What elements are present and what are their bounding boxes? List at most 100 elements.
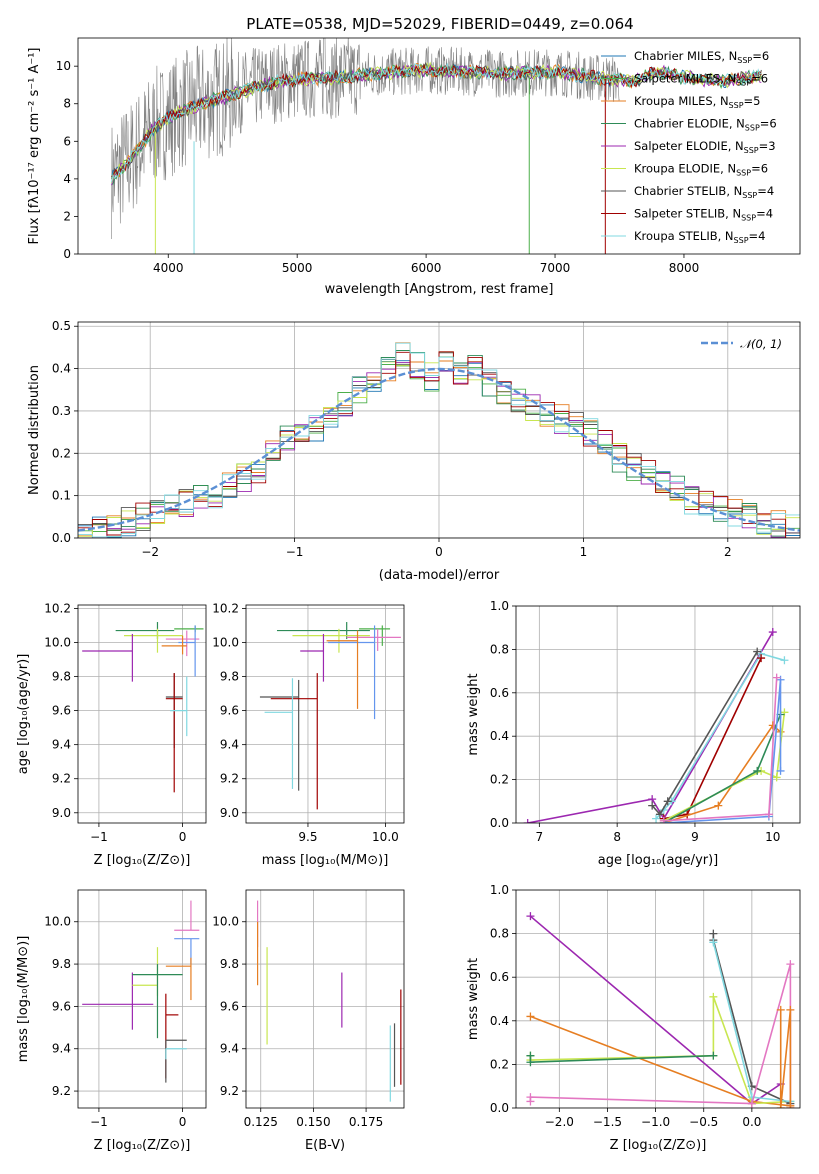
axes-frame — [77, 37, 801, 255]
x-tick-label: 0 — [179, 1115, 187, 1129]
y-tick-label: 9.8 — [220, 957, 239, 971]
legend-subscript: SSP — [744, 146, 759, 155]
axes-frame — [245, 604, 405, 824]
legend-subscript: SSP — [737, 56, 752, 65]
x-axis-label: (data-model)/error — [379, 568, 500, 583]
plot-area — [516, 890, 800, 1108]
weight-marker — [523, 819, 532, 823]
y-tick-label: 6 — [63, 134, 71, 148]
y-axis-label: age [log₁₀(age/yr)] — [16, 654, 31, 775]
legend-entry: Kroupa STELIB, NSSP=4 — [634, 229, 765, 245]
y-tick-label: 9.2 — [220, 772, 239, 786]
y-tick-label: 0.3 — [52, 404, 71, 418]
weight-marker — [776, 766, 785, 775]
weight-line — [663, 679, 782, 823]
y-tick-label: 9.8 — [220, 670, 239, 684]
y-tick-label: 10.0 — [44, 635, 71, 649]
legend-tail: =4 — [757, 184, 774, 198]
error-point — [346, 628, 401, 651]
legend-text: Chabrier MILES, N — [634, 49, 737, 63]
axes-frame — [515, 605, 801, 824]
y-tick-label: 0.0 — [52, 531, 71, 545]
x-tick-label: −2.0 — [545, 1115, 574, 1129]
weight-marker — [753, 647, 762, 656]
x-axis-label: E(B-V) — [305, 1138, 345, 1153]
y-tick-label: 8 — [63, 97, 71, 111]
legend-tail: =5 — [744, 94, 761, 108]
y-tick-label: 0.1 — [52, 489, 71, 503]
x-axis-label: Z [log₁₀(Z/Z⊙)] — [94, 853, 191, 868]
weight-marker — [757, 654, 766, 663]
x-axis-label: mass [log₁₀(M/M⊙)] — [262, 853, 389, 868]
y-tick-label: 10.0 — [212, 915, 239, 929]
weight-marker — [659, 816, 668, 823]
y-axis-label: mass [log₁₀(M/M⊙)] — [16, 936, 31, 1063]
normal-curve — [78, 367, 800, 532]
y-tick-label: 0.2 — [490, 1057, 509, 1071]
weight-marker — [526, 912, 535, 921]
legend-text: Kroupa ELODIE, N — [634, 162, 736, 176]
error-point — [178, 625, 196, 677]
y-axis-label: Normed distribution — [27, 365, 42, 495]
weight-marker — [652, 814, 661, 823]
plot-area — [111, 38, 762, 254]
legend-tail: =6 — [760, 117, 777, 131]
error-point — [326, 630, 359, 709]
y-tick-label: 1.0 — [490, 883, 509, 897]
weight-marker — [526, 1012, 535, 1021]
observed-spectrum — [111, 38, 620, 240]
weight-marker — [655, 810, 664, 819]
legend-text: Kroupa MILES, N — [634, 94, 729, 108]
error-point — [124, 628, 183, 653]
weight-marker — [768, 628, 777, 637]
x-tick-label: 10.0 — [372, 830, 399, 844]
weight-marker — [776, 1005, 785, 1014]
legend-text: Chabrier ELODIE, N — [634, 117, 745, 131]
legend-subscript: SSP — [734, 236, 749, 245]
y-tick-label: 0.6 — [490, 686, 509, 700]
error-point — [165, 1039, 187, 1083]
x-tick-label: 1 — [580, 545, 588, 559]
legend-subscript: SSP — [741, 214, 756, 223]
error-point — [82, 972, 154, 1030]
y-tick-label: 0.6 — [490, 970, 509, 984]
error-point — [82, 633, 133, 682]
panel-weight-vs-Z: −2.0 −1.5 −1.0 −0.5 0.0 0.0 0.2 0.4 0.6 0.8 1.0 Z [… — [466, 883, 801, 1153]
y-tick-label: 0.4 — [490, 729, 509, 743]
y-tick-label: 10 — [56, 59, 71, 73]
weight-marker — [772, 673, 781, 682]
error-point — [165, 957, 192, 1001]
panel-spectrum: 4000 5000 6000 7000 8000 0 2 4 6 8 10 wavelength [A… — [27, 37, 801, 297]
weight-marker — [786, 1005, 795, 1014]
panel-residuals: −2 −1 0 1 2 0.0 0.1 0.2 0.3 0.4 0.5 (data-model)/er… — [27, 319, 801, 583]
y-tick-label: 10.0 — [212, 635, 239, 649]
y-tick-label: 9.2 — [52, 1084, 71, 1098]
x-tick-label: 6000 — [411, 261, 442, 275]
weight-marker — [709, 992, 718, 1001]
y-tick-label: 9.4 — [52, 738, 71, 752]
x-tick-label: 10 — [765, 830, 780, 844]
y-tick-label: 9.6 — [220, 704, 239, 718]
weight-marker — [709, 938, 718, 947]
legend-entry: Chabrier MILES, NSSP=6 — [634, 49, 769, 65]
legend-subscript: SSP — [742, 191, 757, 200]
error-point — [174, 900, 200, 931]
x-tick-label: −1 — [90, 830, 108, 844]
error-point — [174, 938, 200, 965]
x-tick-label: 7000 — [540, 261, 571, 275]
y-tick-label: 9.6 — [52, 704, 71, 718]
y-tick-label: 9.8 — [52, 670, 71, 684]
weight-marker — [776, 1104, 785, 1108]
y-tick-label: 0.2 — [52, 446, 71, 460]
error-point — [132, 947, 159, 996]
plot-area — [246, 605, 404, 823]
legend-entry: Salpeter MILES, NSSP=6 — [634, 72, 768, 88]
y-axis-label: mass weight — [466, 673, 481, 755]
panel-age-vs-mass: 9.5 10.0 9.0 9.2 9.4 9.6 9.8 10.0 10.2 mass [log₁… — [212, 601, 405, 868]
y-tick-label: 0.0 — [490, 1101, 509, 1115]
legend-entry: Kroupa ELODIE, NSSP=6 — [634, 162, 768, 178]
weight-marker — [663, 797, 672, 806]
model-line — [111, 62, 762, 183]
weight-line — [527, 631, 774, 823]
